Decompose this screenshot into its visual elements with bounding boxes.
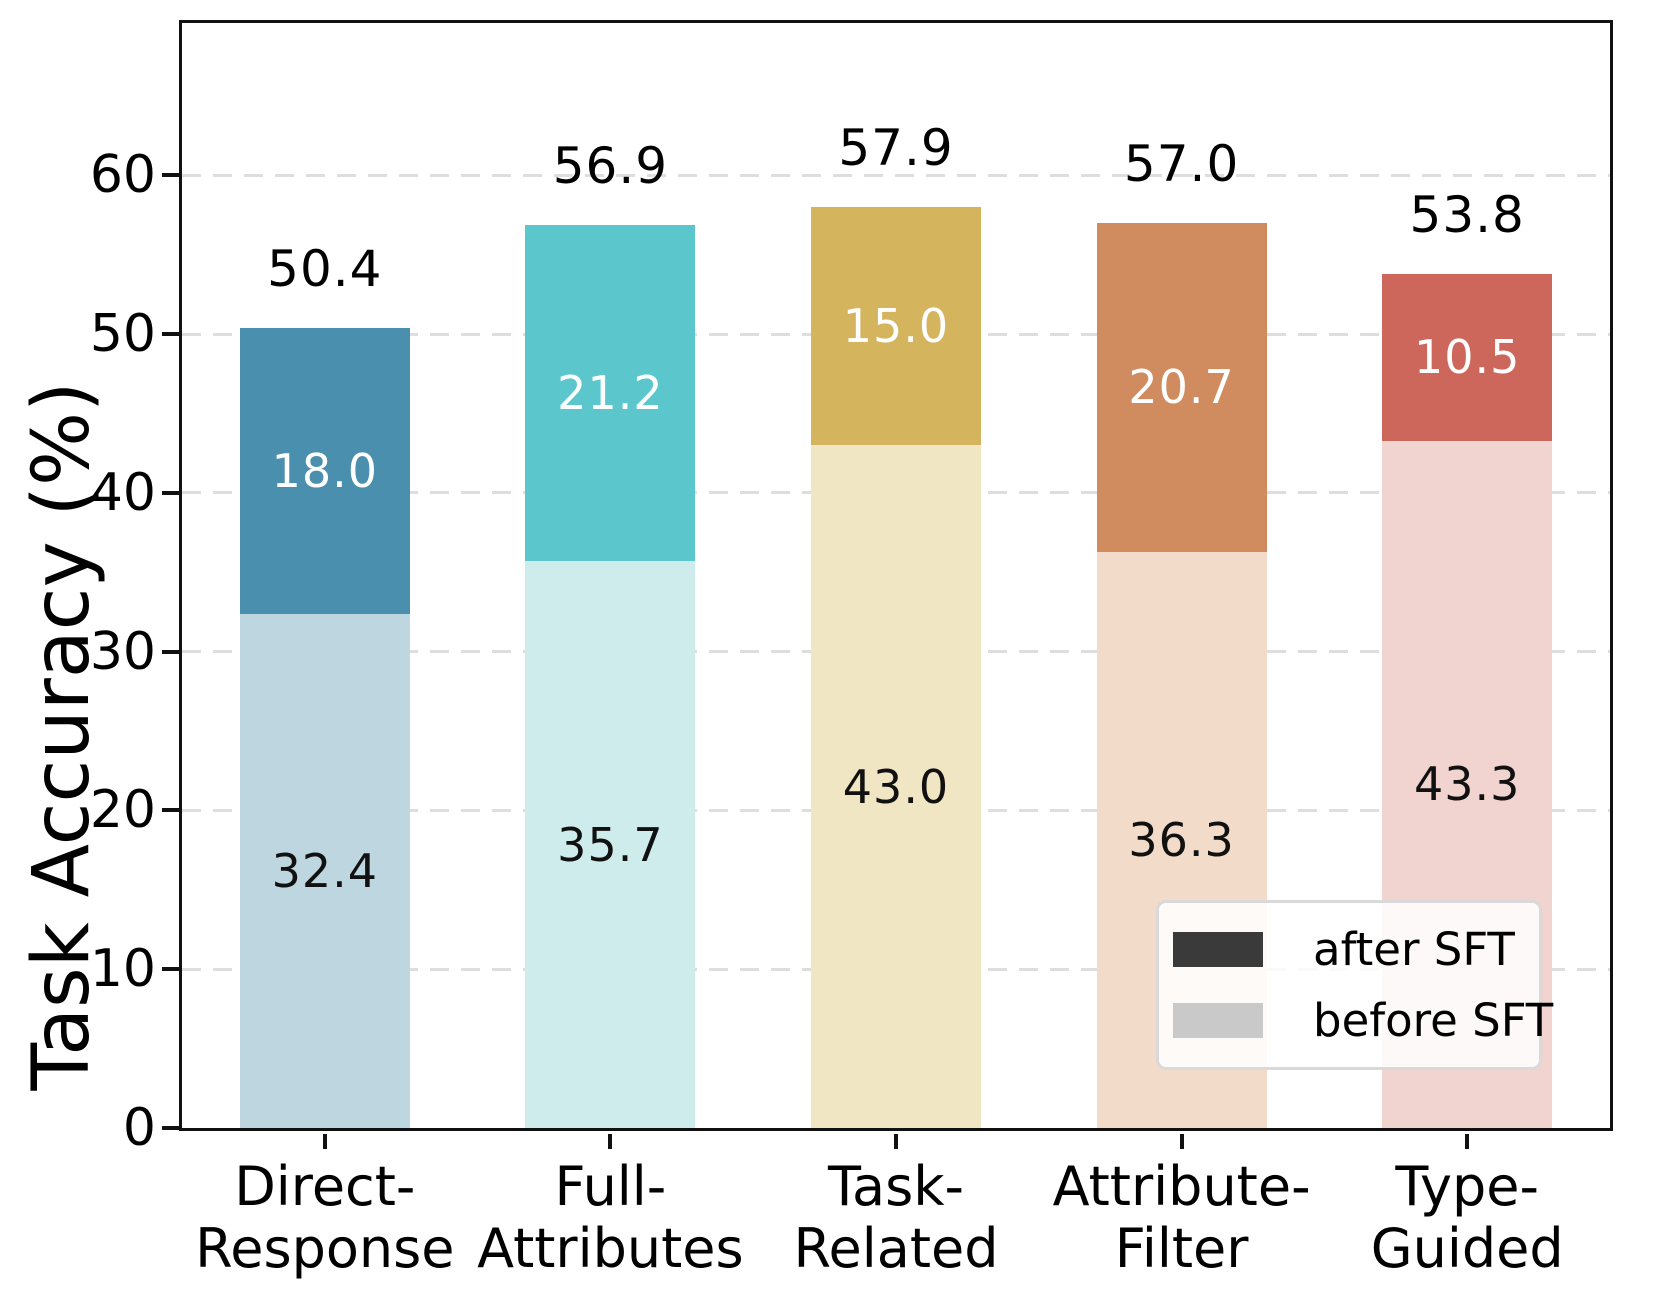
legend-label-before-sft: before SFT [1313, 994, 1554, 1047]
y-tick-label: 60 [89, 145, 156, 206]
y-tick-label: 30 [89, 621, 156, 682]
x-tick-label: Attribute- Filter [922, 1156, 1442, 1280]
x-tick [1465, 1134, 1470, 1149]
x-tick-label: Full- Attributes [350, 1156, 870, 1280]
bar-full-attributes: 21.2 35.7 [525, 224, 696, 1128]
legend-row-before: before SFT [1173, 994, 1553, 1047]
y-tick-label: 20 [89, 780, 156, 841]
x-tick-label: Task- Related [636, 1156, 1156, 1280]
bar-segment-after-sft: 15.0 [811, 207, 981, 446]
legend-swatch-before-sft [1173, 1003, 1263, 1038]
y-tick-label: 40 [89, 462, 156, 523]
bar-total-label: 57.0 [1123, 135, 1240, 194]
plot-area: 18.0 32.4 50.4 21.2 35.7 56.9 15.0 43.0 57.9 20.7… [90, 20, 1613, 1280]
x-tick [608, 1134, 613, 1149]
bar-segment-before-sft: 35.7 [525, 561, 696, 1128]
x-tick-label-line: Guided [1370, 1217, 1564, 1280]
x-tick-label-line: Filter [1114, 1217, 1249, 1280]
x-tick [322, 1134, 327, 1149]
y-tick-label: 10 [89, 939, 156, 1000]
bar-total-label: 53.8 [1409, 185, 1525, 244]
x-tick-label-line: Task- [827, 1155, 965, 1218]
y-tick [162, 649, 179, 654]
x-tick-label: Direct- Response [65, 1156, 585, 1280]
bar-segment-after-sft: 21.2 [525, 224, 696, 562]
bar-segment-after-sft: 18.0 [239, 327, 410, 614]
bar-total-label: 56.9 [552, 136, 669, 195]
x-tick-label-line: Response [195, 1217, 455, 1280]
bar-task-related: 15.0 43.0 [811, 207, 981, 1128]
y-tick [162, 173, 179, 178]
bar-total-label: 57.9 [838, 119, 954, 178]
bar-attribute-filter: 20.7 36.3 [1096, 223, 1267, 1128]
y-tick [162, 490, 179, 495]
x-tick-label-line: Related [793, 1217, 999, 1280]
x-tick-label-line: Type- [1395, 1155, 1539, 1218]
legend: after SFT before SFT [1156, 900, 1553, 1070]
y-tick-label: 50 [89, 304, 156, 365]
legend-row-after: after SFT [1173, 923, 1525, 976]
y-tick [162, 1126, 179, 1130]
x-tick [1179, 1134, 1184, 1149]
bar-segment-after-sft: 10.5 [1382, 273, 1553, 441]
bar-segment-before-sft: 32.4 [239, 613, 410, 1128]
y-axis-title: Task Accuracy (%) [17, 381, 107, 1091]
x-tick-label-line: Attribute- [1052, 1155, 1311, 1218]
bar-total-label: 50.4 [267, 239, 383, 298]
legend-swatch-after-sft [1173, 932, 1263, 967]
y-tick [162, 967, 179, 972]
x-tick [894, 1134, 898, 1149]
bar-direct-response: 18.0 32.4 [239, 327, 410, 1128]
y-tick-label: 0 [122, 1098, 156, 1158]
y-tick [162, 808, 179, 813]
x-tick-label-line: Attributes [477, 1217, 744, 1280]
x-tick-label: Type- Guided [1207, 1156, 1662, 1280]
x-tick-label-line: Direct- [234, 1155, 416, 1218]
x-tick-label-line: Full- [554, 1155, 667, 1218]
y-tick [162, 332, 179, 337]
bar-segment-before-sft: 43.0 [811, 445, 981, 1128]
bar-segment-after-sft: 20.7 [1096, 223, 1267, 552]
legend-label-after-sft: after SFT [1313, 923, 1515, 976]
